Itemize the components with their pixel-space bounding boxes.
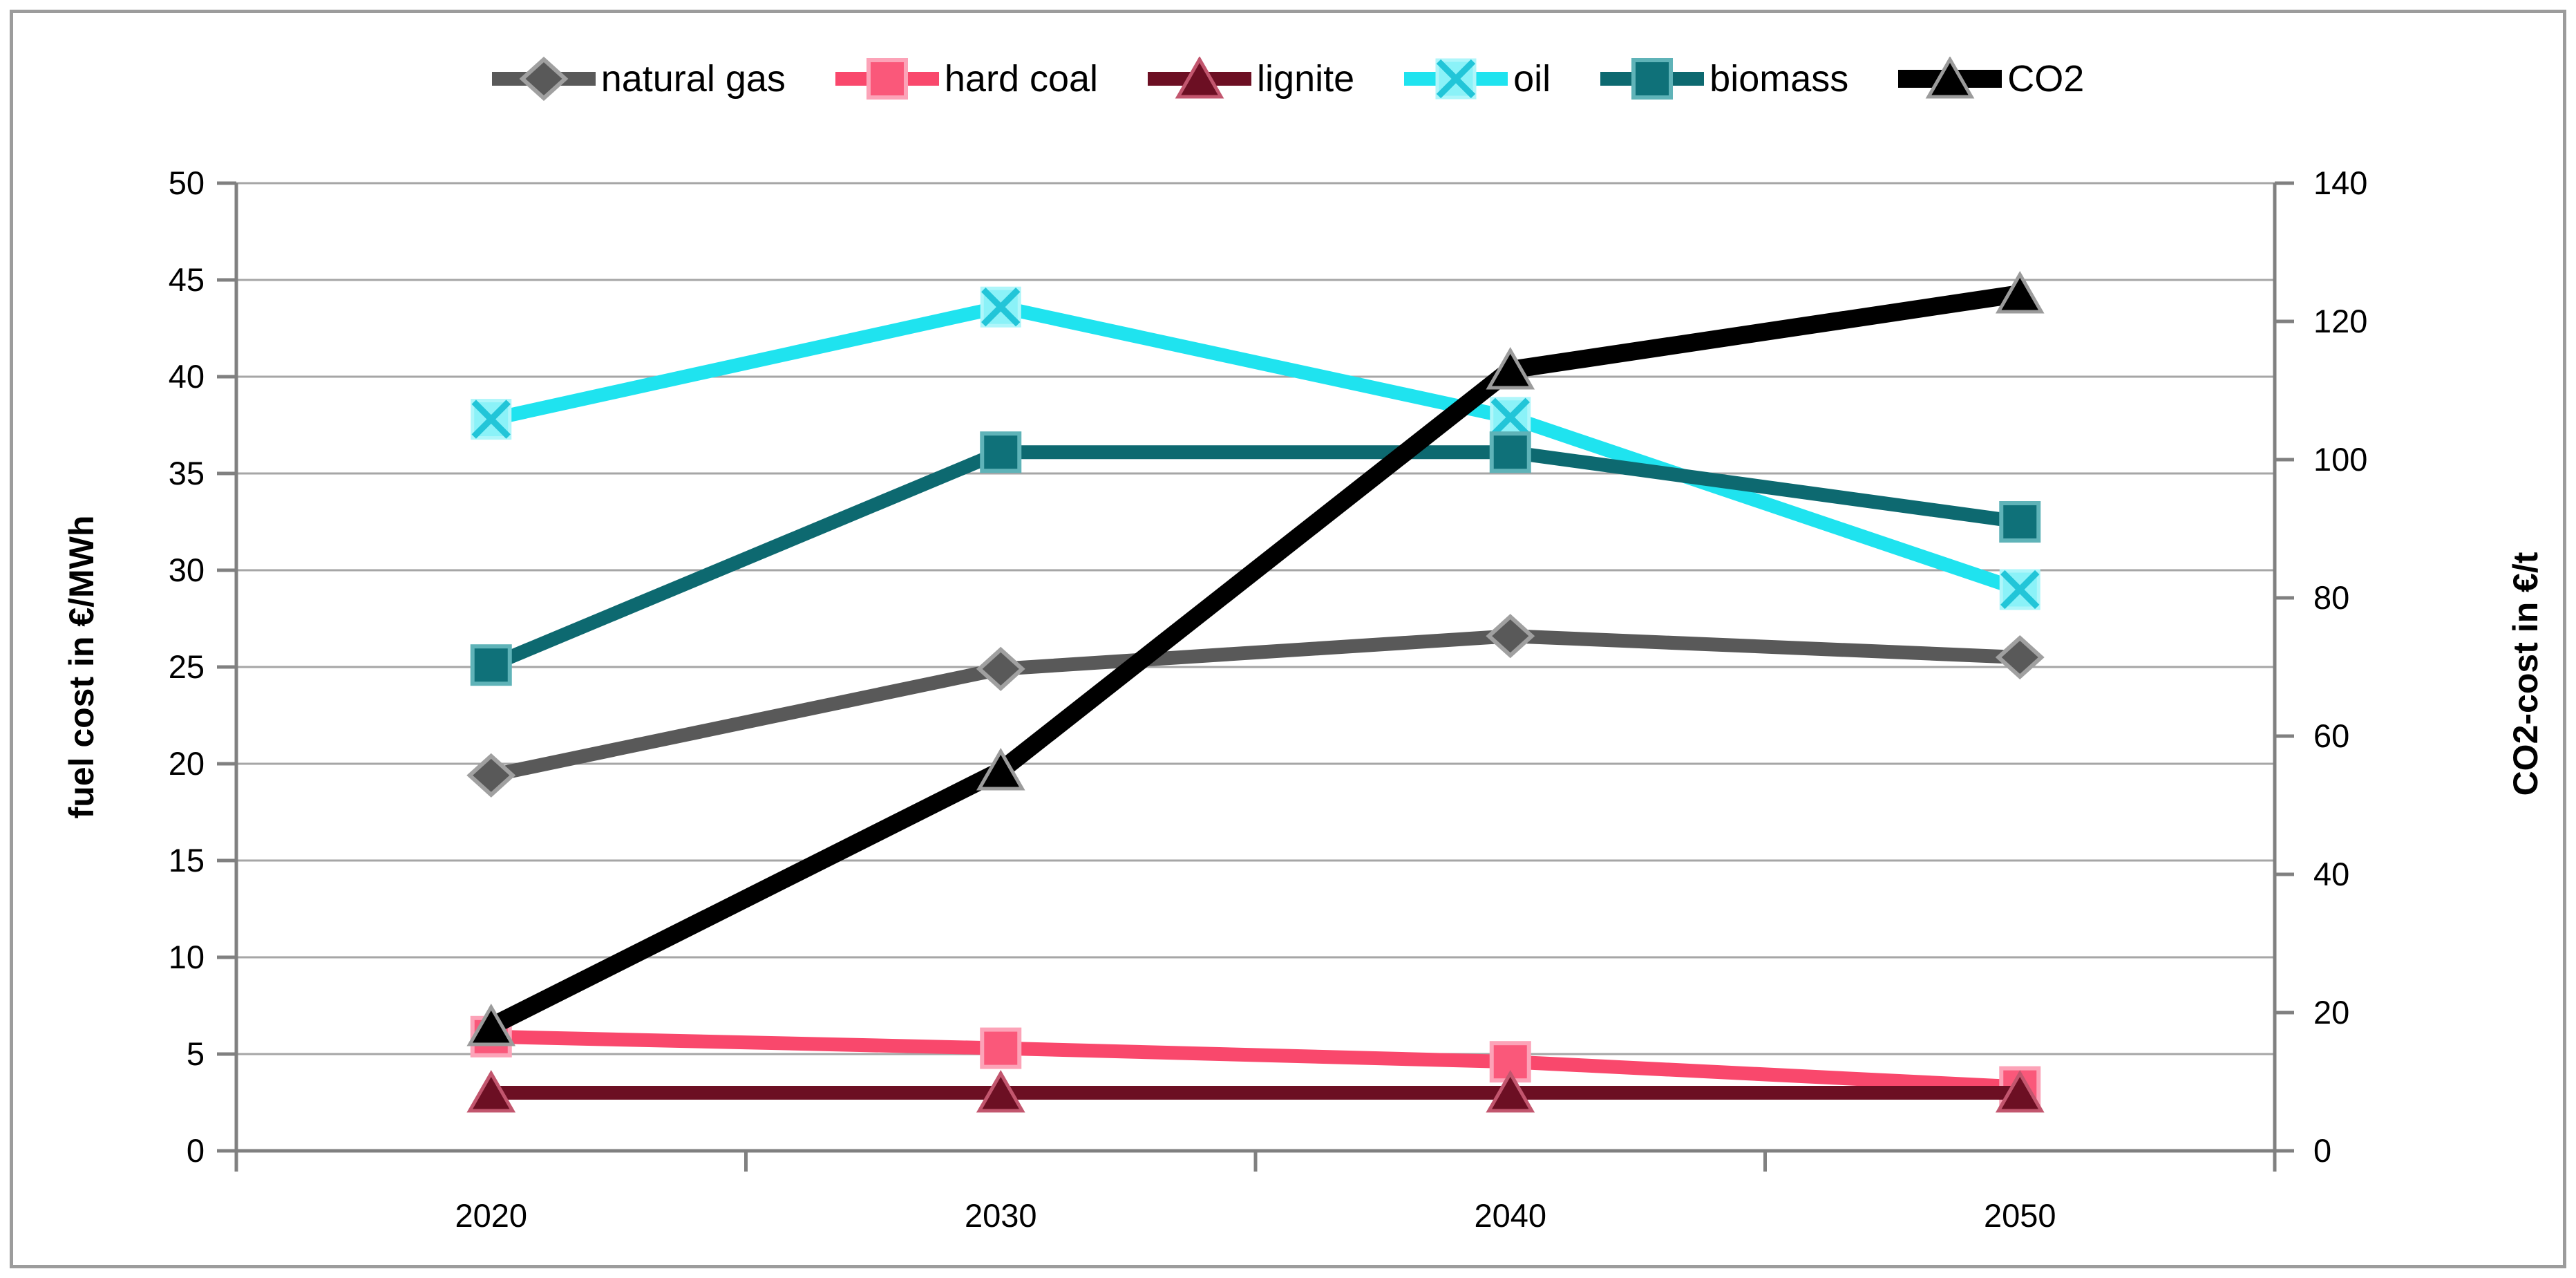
diamond-marker-icon bbox=[466, 753, 516, 798]
x-axis-label: 2050 bbox=[1984, 1197, 2056, 1234]
triangle-marker-icon bbox=[1175, 57, 1224, 99]
series-oil bbox=[471, 286, 2040, 610]
legend-item-oil: oil bbox=[1404, 57, 1551, 101]
square-marker-icon bbox=[1999, 501, 2041, 543]
series-biomass bbox=[470, 431, 2041, 686]
legend-marker-triangle-icon bbox=[1148, 57, 1252, 99]
legend-label: biomass bbox=[1710, 58, 1849, 100]
left-tick-label: 50 bbox=[169, 165, 205, 201]
legend-marker-triangle-icon bbox=[1898, 57, 2002, 99]
x-axis-label: 2020 bbox=[455, 1197, 527, 1234]
x-axis-label: 2040 bbox=[1474, 1197, 1546, 1234]
left-tick-label: 30 bbox=[169, 552, 205, 588]
left-tick-label: 35 bbox=[169, 455, 205, 491]
legend-label: oil bbox=[1513, 58, 1551, 100]
left-tick-label: 40 bbox=[169, 358, 205, 395]
x-axis-label: 2030 bbox=[965, 1197, 1037, 1234]
left-tick-label: 10 bbox=[169, 939, 205, 975]
left-tick-label: 5 bbox=[187, 1035, 205, 1072]
series-co2 bbox=[466, 270, 2045, 1046]
diamond-marker-icon bbox=[519, 57, 569, 101]
square-marker-icon bbox=[470, 644, 512, 686]
legend-marker-square-icon bbox=[1600, 58, 1705, 100]
legend-label: natural gas bbox=[600, 58, 786, 100]
square-marker-icon bbox=[866, 58, 908, 100]
right-axis-title: CO2-cost in €/t bbox=[2506, 552, 2545, 796]
gridlines bbox=[236, 182, 2275, 1055]
legend-item-lignite: lignite bbox=[1148, 57, 1354, 101]
triangle-marker-icon bbox=[976, 1069, 1025, 1113]
legend-item-natural-gas: natural gas bbox=[491, 57, 786, 101]
left-tick-label: 25 bbox=[169, 648, 205, 685]
x-square-marker-icon bbox=[980, 286, 1021, 328]
right-tick-label: 60 bbox=[2313, 717, 2349, 754]
legend-marker-square-icon bbox=[835, 58, 939, 100]
series-line bbox=[488, 445, 2021, 672]
right-tick-label: 0 bbox=[2313, 1132, 2331, 1169]
series-line bbox=[489, 629, 2020, 782]
x-square-marker-icon bbox=[1999, 569, 2040, 610]
right-tick-label: 140 bbox=[2313, 165, 2367, 201]
triangle-marker-icon bbox=[466, 1003, 516, 1046]
diamond-marker-icon bbox=[1486, 614, 1535, 659]
square-marker-icon bbox=[1631, 58, 1674, 100]
right-tick-label: 120 bbox=[2313, 303, 2367, 339]
legend-marker-diamond-icon bbox=[491, 57, 596, 101]
series-natural-gas bbox=[466, 614, 2045, 798]
right-tick-label: 20 bbox=[2313, 994, 2349, 1031]
triangle-marker-icon bbox=[466, 1069, 516, 1113]
axes bbox=[217, 181, 2294, 1172]
axis-tick-labels: 0510152025303540455002040608010012014020… bbox=[169, 165, 2368, 1234]
right-tick-label: 80 bbox=[2313, 579, 2349, 616]
triangle-marker-icon bbox=[1925, 57, 1975, 99]
diamond-marker-icon bbox=[1995, 635, 2045, 680]
left-tick-label: 20 bbox=[169, 745, 205, 782]
square-marker-icon bbox=[1489, 431, 1531, 473]
square-marker-icon bbox=[980, 431, 1022, 473]
right-tick-label: 40 bbox=[2313, 856, 2349, 892]
triangle-marker-icon bbox=[1486, 1069, 1535, 1113]
square-marker-icon bbox=[980, 1027, 1022, 1069]
diamond-marker-icon bbox=[976, 646, 1025, 691]
triangle-marker-icon bbox=[976, 747, 1025, 791]
series-line bbox=[491, 1029, 2020, 1094]
series-lignite bbox=[466, 1069, 2045, 1113]
triangle-marker-icon bbox=[1995, 1069, 2045, 1113]
chart-legend: natural gas hard coal lignite oil biomass CO2 bbox=[0, 57, 2576, 101]
legend-item-hard-coal: hard coal bbox=[835, 57, 1098, 101]
right-tick-label: 100 bbox=[2313, 441, 2367, 478]
x-square-marker-icon bbox=[471, 399, 512, 440]
legend-label: hard coal bbox=[944, 58, 1099, 100]
legend-label: lignite bbox=[1257, 58, 1355, 100]
legend-item-biomass: biomass bbox=[1600, 57, 1848, 101]
x-square-marker-icon bbox=[1490, 397, 1531, 438]
left-tick-label: 45 bbox=[169, 261, 205, 298]
legend-item-co2: CO2 bbox=[1898, 57, 2084, 101]
x-square-marker-icon bbox=[1435, 58, 1477, 100]
legend-label: CO2 bbox=[2007, 58, 2085, 100]
series-line bbox=[489, 299, 2023, 596]
legend-marker-x-square-icon bbox=[1404, 58, 1508, 100]
left-tick-label: 0 bbox=[187, 1132, 205, 1169]
triangle-marker-icon bbox=[1995, 270, 2045, 314]
left-axis-title: fuel cost in €/MWh bbox=[62, 515, 101, 819]
left-tick-label: 15 bbox=[169, 842, 205, 878]
series-line bbox=[486, 285, 2022, 1035]
triangle-marker-icon bbox=[1486, 346, 1535, 390]
